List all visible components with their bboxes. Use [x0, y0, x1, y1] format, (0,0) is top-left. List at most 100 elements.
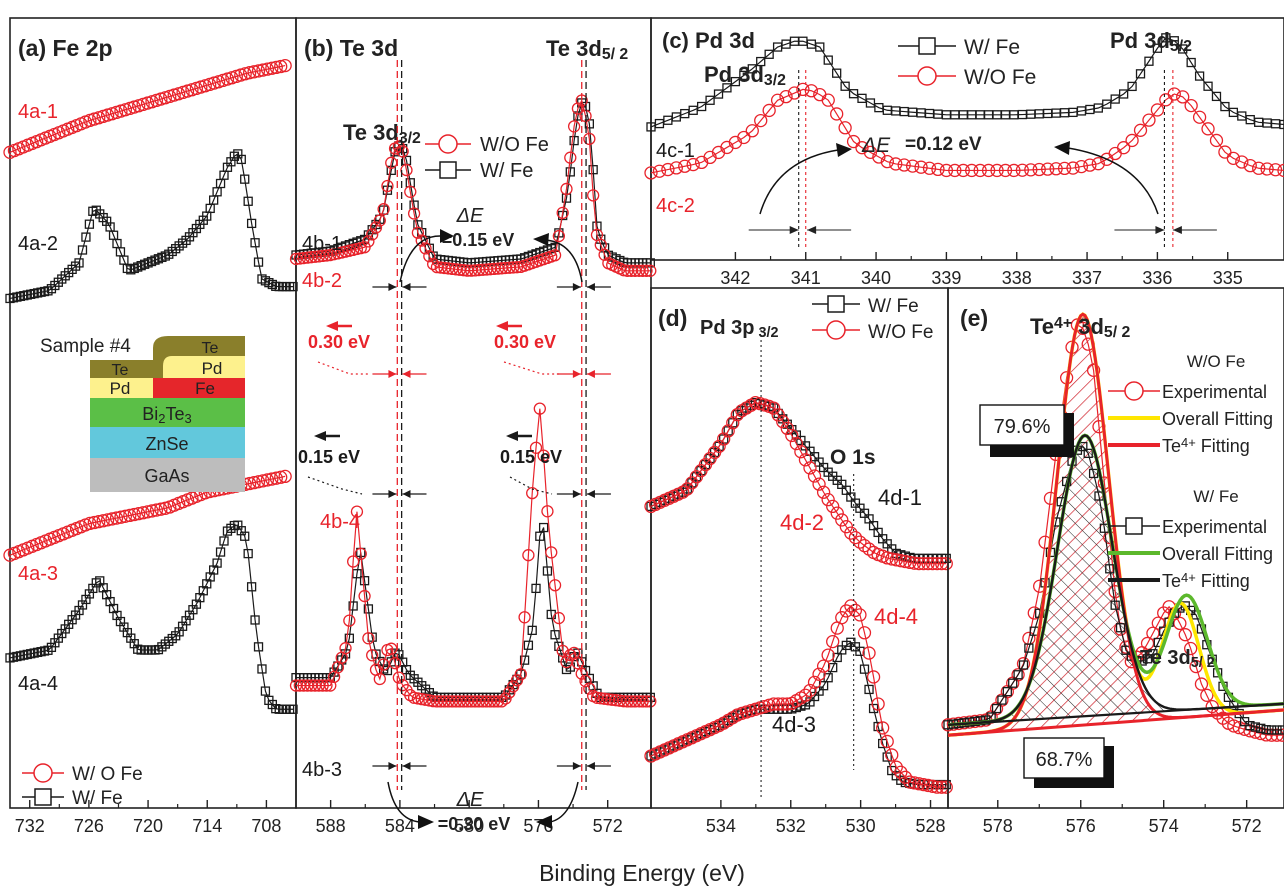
legend-marker: [917, 66, 937, 86]
arrow-curve: [544, 239, 583, 283]
layer-te-left: [90, 360, 153, 378]
layer-te-top: [153, 336, 245, 378]
data-point: [828, 662, 838, 673]
x-tick-label: 574: [1149, 816, 1179, 836]
data-point: [1011, 668, 1025, 682]
data-point: [1116, 141, 1131, 155]
arrowhead: [388, 762, 397, 770]
peak-label: O 1s: [830, 446, 876, 469]
data-point: [340, 649, 351, 659]
data-point: [785, 428, 799, 443]
data-point: [1176, 90, 1190, 104]
series-w/-fe-experimental: [943, 441, 1284, 735]
legend-marker: [827, 295, 845, 313]
data-point: [717, 432, 731, 446]
data-point: [548, 579, 562, 592]
data-point: [354, 547, 367, 560]
data-point: [815, 42, 825, 52]
layer-label: Fe: [195, 379, 215, 398]
arrowhead: [572, 283, 581, 291]
data-point: [871, 697, 885, 711]
data-point: [1194, 677, 1209, 691]
data-point: [343, 614, 356, 627]
series-4d-4: [644, 599, 953, 794]
data-point: [556, 644, 569, 658]
data-point: [269, 60, 283, 75]
data-point: [246, 218, 257, 229]
data-point: [796, 82, 810, 97]
data-point: [1266, 725, 1277, 735]
data-point: [878, 738, 888, 749]
data-point: [1032, 162, 1046, 177]
series-label: 4b-4: [320, 511, 360, 533]
data-point: [1178, 44, 1188, 54]
data-point: [862, 646, 876, 660]
data-point: [676, 485, 690, 499]
data-point: [535, 531, 545, 541]
data-point: [503, 686, 516, 699]
data-point: [925, 779, 940, 793]
delta-value: =0.15 eV: [442, 230, 515, 250]
arrowhead: [836, 143, 852, 157]
data-point: [219, 536, 229, 546]
data-point: [427, 257, 440, 271]
data-point: [1186, 57, 1196, 68]
data-point: [145, 504, 159, 518]
shift-label: 0.15 eV: [298, 447, 360, 467]
shift-label: 0.30 eV: [494, 332, 556, 352]
data-point: [1135, 69, 1146, 79]
data-point: [921, 556, 935, 571]
data-point: [274, 470, 288, 484]
arrowhead: [789, 226, 799, 234]
data-point: [269, 471, 283, 485]
data-point: [794, 445, 808, 459]
series-label: 4b-1: [302, 233, 342, 255]
data-point: [404, 185, 417, 198]
data-point: [859, 664, 870, 674]
data-point: [857, 626, 872, 640]
layer-label: Pd: [110, 379, 131, 398]
data-point: [350, 505, 364, 518]
data-point: [74, 258, 84, 268]
data-point: [415, 692, 428, 706]
data-point: [560, 182, 573, 196]
peak-label: Te4+ 3d5/ 2: [1030, 314, 1130, 341]
x-tick-label: 572: [593, 816, 623, 836]
arrowhead: [536, 815, 552, 829]
data-point: [588, 165, 598, 175]
arrow-curve: [399, 235, 441, 283]
data-point: [838, 121, 852, 135]
data-point: [1184, 98, 1198, 113]
series-label: 4d-1: [878, 485, 922, 510]
data-point: [907, 556, 922, 570]
data-point: [392, 671, 406, 684]
x-tick-label: 580: [454, 816, 484, 836]
legend-group-title: W/ Fe: [1193, 487, 1238, 506]
data-point: [930, 780, 944, 794]
data-point: [1142, 654, 1153, 664]
series-line: [295, 101, 651, 264]
data-point: [1194, 71, 1205, 81]
data-point: [529, 441, 543, 454]
data-point: [499, 692, 512, 705]
data-point: [903, 775, 917, 789]
percent-label: 68.7%: [1036, 749, 1093, 771]
data-point: [569, 135, 579, 146]
data-point: [132, 506, 146, 521]
data-point: [853, 535, 867, 549]
data-point: [366, 228, 379, 241]
data-point: [894, 765, 908, 779]
data-point: [644, 264, 657, 277]
arrowhead: [1172, 226, 1182, 234]
peak-label: Pd 3p 3/2: [700, 317, 778, 341]
peak-label: Te 3d3/2: [343, 120, 421, 147]
data-point: [1189, 659, 1203, 674]
data-point: [776, 414, 790, 429]
data-point: [526, 486, 539, 500]
data-point: [348, 601, 358, 611]
layer-gaas: [90, 458, 245, 492]
data-point: [776, 697, 790, 711]
x-tick-label: 342: [720, 268, 750, 288]
data-point: [215, 547, 226, 557]
